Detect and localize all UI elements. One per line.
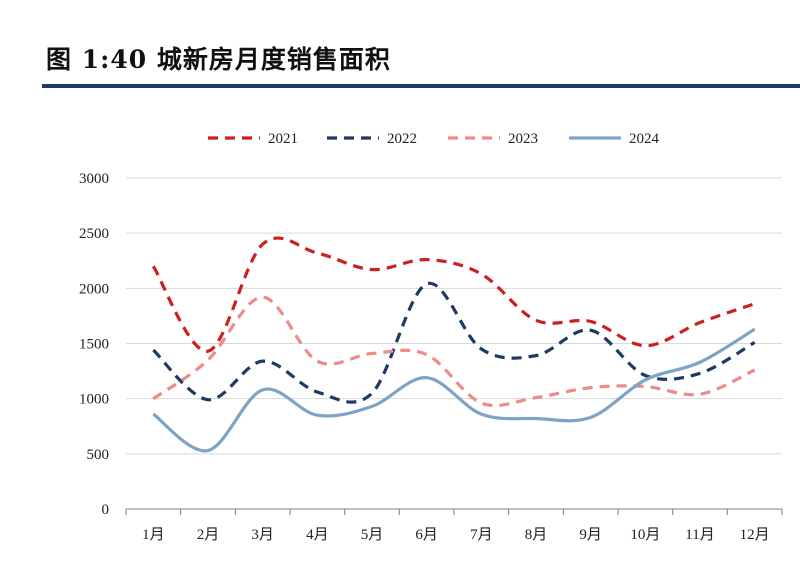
y-tick-label: 3000 — [79, 171, 109, 187]
series-line-2022 — [152, 281, 756, 404]
x-tick-label: 3月 — [251, 527, 274, 543]
y-tick-label: 2500 — [79, 226, 109, 242]
y-tick-label: 1500 — [79, 337, 109, 353]
legend-label-2022: 2022 — [387, 131, 417, 147]
chart-title: 图 1:40 城新房月度销售面积 — [46, 45, 391, 74]
x-tick-label: 2月 — [197, 527, 220, 543]
axes — [125, 508, 783, 515]
legend-label-2023: 2023 — [508, 131, 538, 147]
series-line-2021 — [151, 236, 756, 353]
gridlines — [126, 177, 782, 455]
x-tick-label: 10月 — [630, 527, 660, 543]
y-tick-label: 2000 — [79, 281, 109, 297]
x-tick-label: 8月 — [525, 527, 548, 543]
title-rule — [42, 84, 800, 88]
legend-label-2024: 2024 — [629, 131, 660, 147]
x-tick-label: 7月 — [470, 527, 493, 543]
y-tick-label: 500 — [87, 447, 110, 463]
x-tick-label: 5月 — [361, 527, 384, 543]
x-tick-label: 4月 — [306, 527, 329, 543]
series-line-2024 — [152, 327, 756, 453]
x-tick-label: 6月 — [415, 527, 438, 543]
series-line-2023 — [152, 295, 756, 408]
series-lines — [151, 236, 756, 453]
y-tick-label: 0 — [102, 502, 110, 518]
legend-label-2021: 2021 — [268, 131, 298, 147]
x-tick-label: 1月 — [142, 527, 165, 543]
legend: 2021 2022 2023 2024 — [208, 131, 660, 147]
x-axis-ticks: 1月 2月 3月 4月 5月 6月 7月 8月 9月 10月 11月 12月 — [142, 527, 770, 543]
x-tick-label: 11月 — [685, 527, 714, 543]
y-tick-label: 1000 — [79, 392, 109, 408]
x-tick-label: 9月 — [579, 527, 602, 543]
y-axis-ticks: 0 500 1000 1500 2000 2500 3000 — [79, 171, 109, 518]
x-tick-label: 12月 — [740, 527, 770, 543]
